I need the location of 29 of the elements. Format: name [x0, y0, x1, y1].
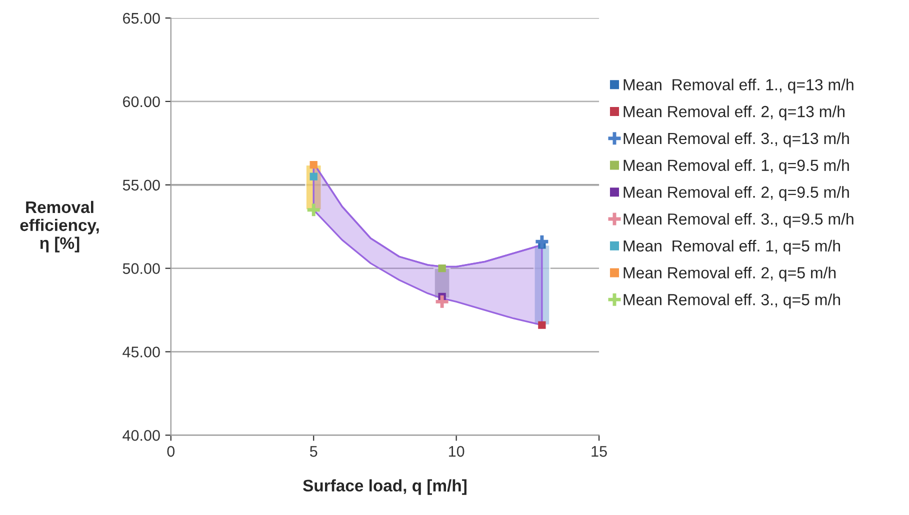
point [538, 321, 546, 329]
legend-label: Mean Removal eff. 3., q=5 m/h [624, 294, 840, 308]
y-tick-label: 65.00 [123, 12, 160, 24]
point [310, 161, 318, 169]
y-tick-label: 60.00 [123, 96, 160, 108]
legend-label: Mean Removal eff. 1, q=9.5 m/h [624, 159, 849, 174]
x-axis-title: Surface load, q [m/h] [303, 479, 466, 495]
legend-label: Mean Removal eff. 2, q=5 m/h [624, 266, 836, 282]
point [310, 172, 318, 180]
legend-label: Mean Removal eff. 3., q=13 m/h [624, 132, 849, 148]
y-tick-label: 40.00 [122, 430, 160, 441]
legend-label: Mean Removal eff. 2, q=13 m/h [624, 106, 844, 120]
x-tick-label: 5 [310, 446, 318, 457]
legend-label: Mean Removal eff. 2, q=9.5 m/h [624, 186, 849, 202]
point [306, 202, 322, 218]
legend-label: Mean Removal eff. 1, q=5 m/h [624, 240, 840, 255]
point [438, 264, 446, 272]
x-tick-label: 0 [167, 446, 175, 457]
x-tick-label: 15 [592, 446, 607, 457]
y-tick-label: 55.00 [122, 180, 160, 191]
point [534, 234, 550, 250]
bar [533, 244, 550, 326]
y-tick-label: 50.00 [122, 263, 160, 274]
y-tick-label: 45.00 [122, 346, 160, 358]
point [434, 294, 450, 310]
legend-label: Mean Removal eff. 3., q=9.5 m/h [624, 212, 854, 228]
y-axis-title: Removal efficiency, η [%] [20, 200, 99, 252]
x-tick-label: 10 [448, 446, 464, 457]
legend-label: Mean Removal eff. 1., q=13 m/h [624, 78, 854, 94]
